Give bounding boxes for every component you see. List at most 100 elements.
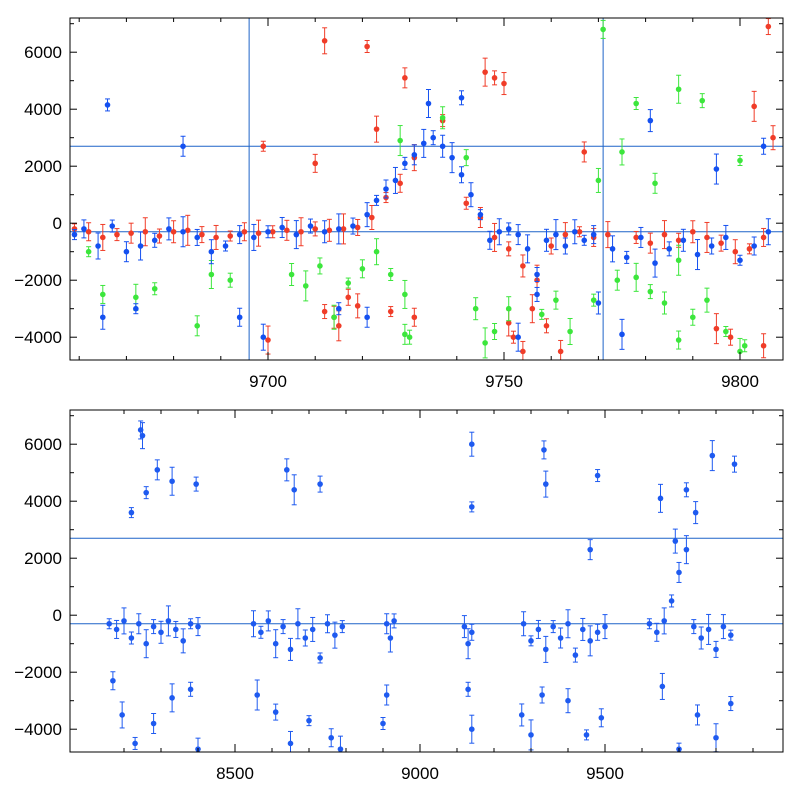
data-point	[280, 623, 286, 630]
data-point	[469, 726, 475, 732]
data-point	[633, 234, 639, 241]
data-point	[562, 231, 569, 238]
data-point	[227, 277, 234, 284]
data-point	[491, 328, 498, 335]
data-point	[633, 274, 639, 281]
data-point	[652, 260, 658, 266]
series-blue	[71, 89, 772, 352]
data-point	[354, 224, 361, 231]
data-point	[496, 228, 503, 235]
data-point	[402, 331, 408, 338]
data-point	[411, 152, 418, 158]
bottom-panel: 6000 4000 2000 0 −2000 −4000 8500 9000 9500	[14, 409, 784, 783]
data-point	[364, 314, 370, 321]
data-point	[654, 629, 660, 636]
data-point	[633, 100, 639, 107]
data-point	[100, 234, 106, 241]
data-point	[340, 226, 347, 232]
data-point	[713, 325, 720, 332]
series-blue	[106, 420, 738, 752]
data-point	[505, 320, 512, 326]
data-point	[227, 233, 234, 239]
data-point	[165, 618, 172, 624]
data-point	[143, 640, 149, 647]
data-point	[236, 314, 243, 321]
data-point	[694, 712, 701, 718]
data-point	[104, 102, 111, 108]
data-point	[737, 348, 743, 355]
data-point	[402, 291, 408, 298]
data-point	[302, 283, 309, 289]
data-point	[581, 237, 588, 244]
data-point	[746, 246, 753, 252]
data-point	[718, 240, 724, 246]
data-point	[284, 467, 290, 473]
data-point	[760, 143, 767, 150]
x-tick-label: 9700	[249, 372, 287, 391]
data-point	[576, 228, 583, 235]
data-point	[166, 226, 172, 232]
data-point	[690, 228, 696, 235]
data-point	[392, 177, 399, 184]
data-point	[594, 629, 601, 636]
data-point	[661, 300, 668, 306]
data-point	[136, 620, 142, 627]
plot-frame	[69, 17, 784, 361]
data-point	[602, 623, 608, 630]
data-point	[406, 334, 413, 341]
plot-area	[70, 420, 783, 752]
data-point	[345, 280, 352, 286]
data-point	[184, 227, 191, 234]
data-point	[336, 305, 342, 312]
data-point	[562, 243, 569, 249]
data-point	[364, 43, 370, 50]
top-panel: 6000 4000 2000 0 −2000 −4000 9700 9750 9800	[14, 17, 784, 391]
data-point	[336, 323, 342, 329]
data-point	[402, 160, 408, 167]
data-point	[81, 226, 87, 232]
data-point	[295, 620, 301, 627]
data-point	[269, 228, 276, 235]
data-point	[317, 655, 323, 661]
data-point	[713, 166, 720, 172]
data-point	[668, 598, 675, 604]
data-point	[265, 337, 271, 343]
data-point	[534, 291, 540, 298]
data-point	[587, 546, 593, 553]
data-point	[751, 103, 757, 110]
data-point	[666, 246, 672, 252]
data-point	[661, 231, 668, 238]
data-point	[425, 100, 432, 107]
data-point	[731, 461, 738, 467]
data-point	[387, 635, 394, 641]
data-point	[199, 231, 205, 238]
data-point	[100, 314, 106, 321]
data-point	[520, 263, 526, 269]
data-point	[151, 285, 158, 292]
data-point	[317, 263, 323, 269]
data-point	[137, 243, 144, 249]
data-point	[676, 569, 682, 576]
data-point	[332, 632, 338, 638]
data-point	[491, 75, 498, 81]
data-point	[609, 246, 616, 252]
data-point	[469, 441, 475, 448]
data-point	[690, 314, 696, 321]
data-point	[638, 234, 644, 241]
data-point	[354, 303, 361, 309]
data-point	[572, 652, 579, 658]
data-point	[119, 712, 125, 718]
data-point	[306, 717, 312, 724]
data-point	[251, 234, 257, 241]
series-red	[71, 18, 776, 360]
data-point	[279, 224, 285, 231]
data-point	[760, 234, 767, 241]
data-point	[723, 328, 729, 335]
data-point	[123, 248, 130, 255]
data-point	[647, 288, 654, 295]
series-green	[85, 19, 748, 360]
data-point	[173, 626, 179, 633]
y-tick-label: −4000	[14, 720, 62, 739]
data-point	[350, 223, 356, 229]
